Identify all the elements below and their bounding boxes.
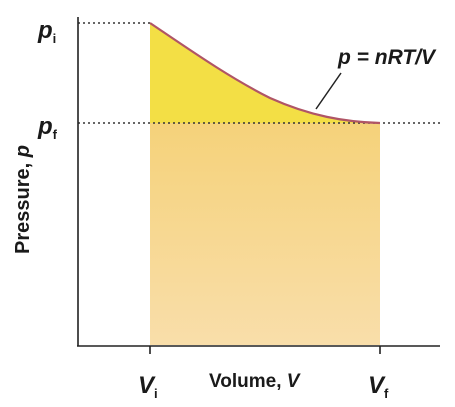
- upper-area: [150, 23, 380, 123]
- work-area: [150, 123, 380, 345]
- x-axis-label: Volume, V: [209, 371, 301, 392]
- curve-equation-label: p = nRT/V: [337, 46, 437, 69]
- x-tick-vi-label: Vi: [138, 372, 158, 401]
- y-axis-label: Pressure, p: [12, 145, 34, 254]
- isotherm-curve: [149, 22, 381, 125]
- y-tick-pi: pi: [37, 17, 56, 46]
- y-tick-pf: pf: [37, 113, 58, 142]
- curve-label-leader: [315, 72, 342, 110]
- x-tick-vf-label: Vf: [368, 372, 389, 401]
